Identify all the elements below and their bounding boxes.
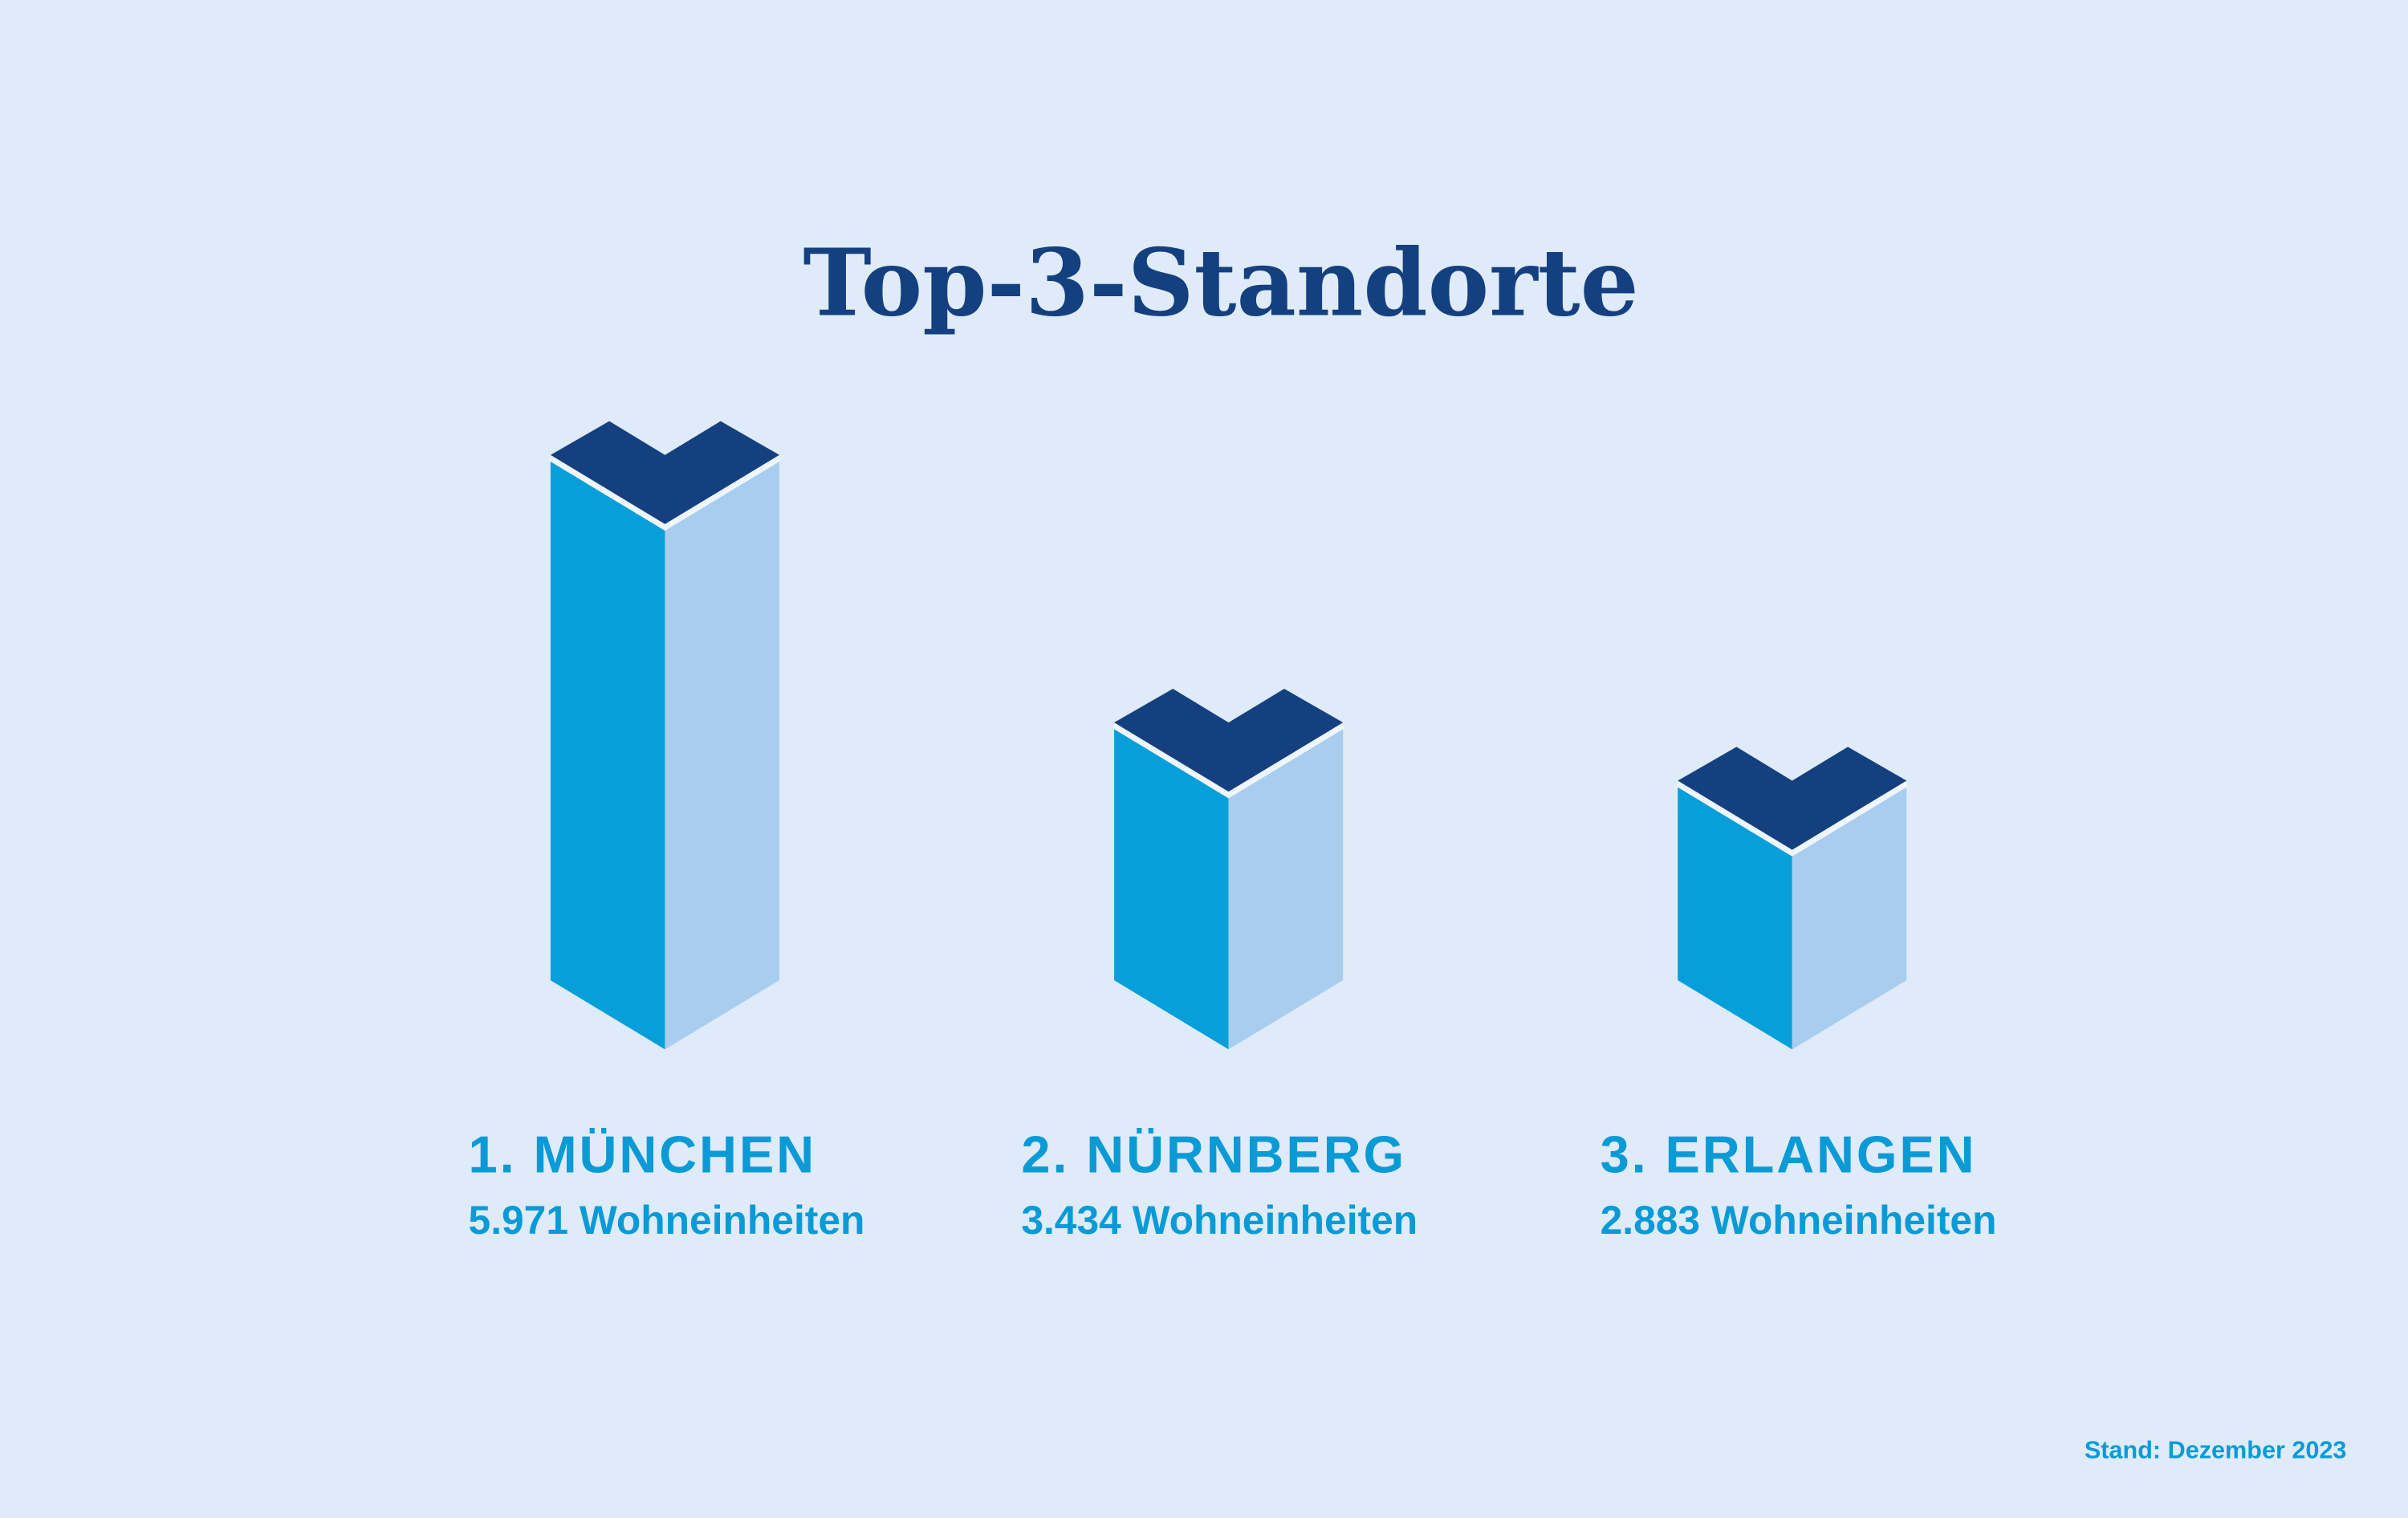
bar-face-right: [1792, 783, 1907, 1050]
bar-1: [548, 421, 781, 1050]
value-label-erlangen: 2.883 Wohneinheiten: [1601, 1198, 1997, 1243]
bar-edge-highlight: [1112, 722, 1345, 799]
category-label-nuernberg: 2. NÜRNBERG: [1021, 1125, 1406, 1183]
bar-edge-highlight: [1676, 781, 1909, 857]
bars: [548, 421, 1909, 1050]
chart-title: Top-3-Standorte: [803, 229, 1638, 337]
bar-face-left: [1114, 725, 1229, 1050]
footnote: Stand: Dezember 2023: [2085, 1436, 2347, 1463]
value-label-muenchen: 5.971 Wohneinheiten: [469, 1198, 865, 1243]
bar-face-left: [1678, 783, 1792, 1050]
labels: 1. MÜNCHEN 5.971 Wohneinheiten 2. NÜRNBE…: [469, 1125, 1997, 1243]
bar-2: [1112, 688, 1345, 1050]
value-label-nuernberg: 3.434 Wohneinheiten: [1021, 1198, 1418, 1243]
bar-face-right: [665, 458, 779, 1050]
bar-face-right: [1228, 725, 1344, 1050]
bar-top: [1678, 747, 1907, 850]
bar-edge-highlight: [548, 455, 781, 531]
category-label-muenchen: 1. MÜNCHEN: [469, 1125, 816, 1183]
bar-3: [1676, 747, 1909, 1050]
bar-top: [550, 421, 779, 524]
bar-face-left: [550, 458, 665, 1050]
bar-top: [1114, 688, 1344, 792]
category-label-erlangen: 3. ERLANGEN: [1601, 1125, 1977, 1183]
